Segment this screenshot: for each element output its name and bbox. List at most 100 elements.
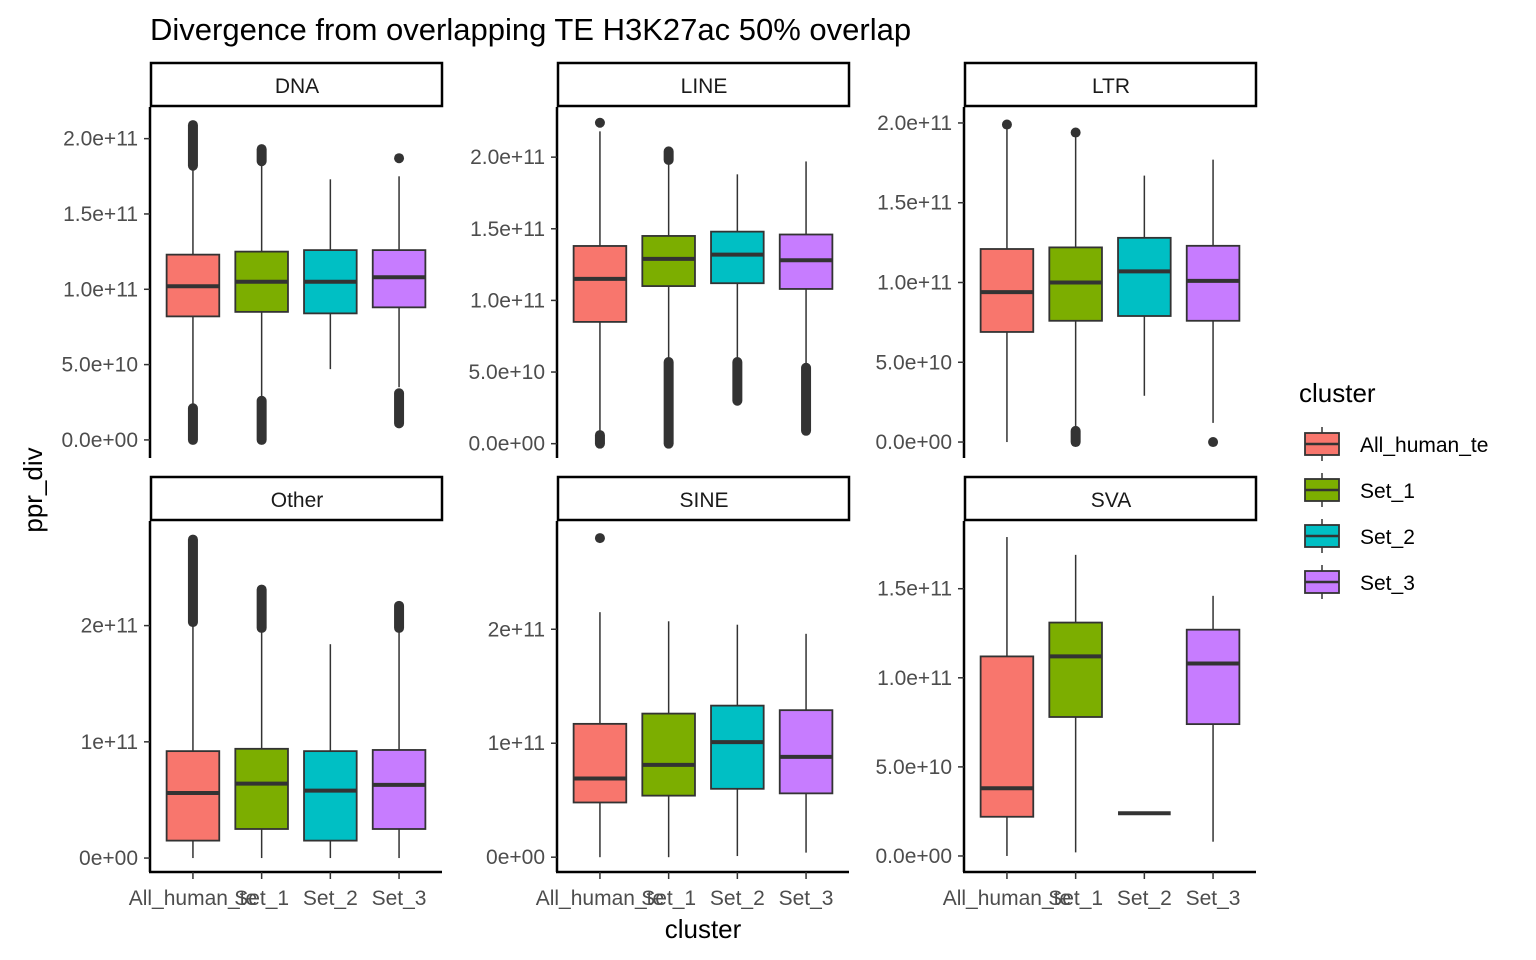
y-tick-label: 1.0e+11 bbox=[877, 272, 952, 295]
facet-panel-dna: DNA 0.0e+00 5.0e+10 1.0e+11 1.5e+11 2.0e+11 bbox=[62, 61, 444, 458]
outliers-high bbox=[256, 144, 267, 167]
y-tick-label: 1.5e+11 bbox=[470, 218, 545, 241]
box-iqr bbox=[1117, 236, 1172, 317]
box-iqr bbox=[979, 655, 1035, 818]
box-iqr bbox=[710, 230, 765, 285]
x-tick-label: Set_1 bbox=[641, 887, 696, 910]
box-all_human_te bbox=[572, 117, 628, 449]
y-tick-label: 1.5e+11 bbox=[877, 192, 952, 215]
box-set_2 bbox=[710, 174, 765, 406]
x-axis-title: cluster bbox=[665, 914, 742, 944]
x-tick-label: All_human_te bbox=[943, 887, 1071, 910]
box-set_2 bbox=[303, 644, 358, 859]
box-iqr bbox=[710, 704, 765, 790]
y-tick-label: 2.0e+11 bbox=[470, 146, 545, 169]
outliers-high bbox=[187, 120, 198, 171]
facet-panels: DNA0.0e+005.0e+101.0e+111.5e+112.0e+11LI… bbox=[62, 61, 1258, 910]
box-set_2 bbox=[1117, 175, 1172, 396]
chart-title: Divergence from overlapping TE H3K27ac 5… bbox=[150, 12, 911, 47]
y-tick-label: 1.5e+11 bbox=[877, 578, 952, 601]
y-tick-label: 2e+11 bbox=[81, 615, 138, 638]
box-set_1 bbox=[1048, 127, 1103, 448]
box-set_2 bbox=[303, 179, 358, 370]
y-tick-label: 1.0e+11 bbox=[63, 278, 138, 301]
outliers-low bbox=[732, 357, 743, 406]
x-tick-label: Set_2 bbox=[1117, 887, 1172, 910]
box-set_1 bbox=[234, 144, 289, 445]
box-set_3 bbox=[1185, 595, 1241, 842]
box-iqr bbox=[234, 747, 289, 830]
y-tick-label: 0e+00 bbox=[79, 847, 138, 870]
box-all_human_te bbox=[979, 537, 1035, 856]
y-tick-label: 1.0e+11 bbox=[470, 289, 545, 312]
y-tick-label: 0.0e+00 bbox=[876, 431, 953, 454]
facet-panel-ltr: LTR 0.0e+00 5.0e+10 1.0e+11 1.5e+11 2.0e+11 bbox=[876, 61, 1258, 458]
legend-item-set_1: Set_1 bbox=[1304, 473, 1415, 507]
box-set_3 bbox=[1185, 159, 1241, 448]
facet-strip-label: DNA bbox=[275, 75, 319, 98]
outliers-low bbox=[187, 403, 198, 445]
y-tick-label: 5.0e+10 bbox=[62, 354, 139, 377]
box-iqr bbox=[303, 750, 358, 842]
box-set_1 bbox=[234, 584, 289, 859]
outliers-low bbox=[663, 357, 674, 449]
x-tick-label: Set_3 bbox=[1186, 887, 1241, 910]
box-all_human_te bbox=[165, 120, 221, 445]
legend: cluster All_human_te Set_1 Set_2 Set_3 bbox=[1299, 378, 1488, 599]
box-set_1 bbox=[1048, 554, 1103, 853]
box-set_3 bbox=[778, 633, 834, 853]
box-all_human_te bbox=[572, 533, 628, 858]
box-iqr bbox=[371, 749, 427, 830]
x-tick-label: Set_1 bbox=[1048, 887, 1103, 910]
box-set_3 bbox=[778, 161, 834, 436]
x-tick-label: Set_2 bbox=[303, 887, 358, 910]
facet-strip bbox=[556, 475, 851, 522]
legend-item-set_3: Set_3 bbox=[1304, 565, 1415, 599]
legend-label: All_human_te bbox=[1360, 434, 1488, 457]
box-iqr bbox=[1048, 621, 1103, 718]
x-tick-label: Set_1 bbox=[234, 887, 289, 910]
box-set_3 bbox=[371, 600, 427, 859]
legend-title: cluster bbox=[1299, 378, 1376, 408]
outliers-low bbox=[801, 362, 812, 436]
box-set_2 bbox=[710, 624, 765, 857]
facet-strip-label: Other bbox=[271, 489, 324, 512]
y-tick-label: 2e+11 bbox=[488, 618, 545, 641]
box-all_human_te bbox=[165, 534, 221, 859]
legend-label: Set_1 bbox=[1360, 480, 1415, 503]
facet-panel-sva: SVA 0.0e+00 5.0e+10 1.0e+11 1.5e+11 All_human… bbox=[876, 475, 1258, 910]
y-tick-label: 1.0e+11 bbox=[877, 667, 952, 690]
legend-label: Set_3 bbox=[1360, 572, 1415, 595]
y-tick-label: 0.0e+00 bbox=[469, 433, 546, 456]
outliers-high bbox=[187, 534, 198, 628]
x-tick-label: Set_3 bbox=[372, 887, 427, 910]
box-iqr bbox=[778, 709, 834, 795]
facet-strip bbox=[149, 61, 444, 108]
box-iqr bbox=[1185, 244, 1241, 322]
box-all_human_te bbox=[979, 119, 1035, 443]
facet-strip bbox=[556, 61, 851, 108]
legend-item-set_2: Set_2 bbox=[1304, 519, 1415, 553]
box-set_3 bbox=[371, 153, 427, 429]
box-iqr bbox=[572, 245, 628, 323]
y-tick-label: 1.5e+11 bbox=[63, 203, 138, 226]
y-tick-label: 5.0e+10 bbox=[876, 756, 953, 779]
legend-item-all_human_te: All_human_te bbox=[1304, 427, 1488, 461]
box-set_1 bbox=[641, 621, 696, 858]
outliers-high bbox=[1001, 119, 1012, 130]
legend-label: Set_2 bbox=[1360, 526, 1415, 549]
outliers-high bbox=[594, 533, 605, 544]
outliers-high bbox=[1070, 127, 1081, 138]
y-tick-label: 1e+11 bbox=[81, 731, 138, 754]
facet-strip bbox=[963, 475, 1258, 522]
x-tick-label: All_human_te bbox=[536, 887, 664, 910]
facet-strip-label: SVA bbox=[1091, 489, 1131, 512]
box-iqr bbox=[641, 235, 696, 287]
facet-strip bbox=[149, 475, 444, 522]
y-tick-label: 1e+11 bbox=[488, 732, 545, 755]
box-iqr bbox=[641, 712, 696, 797]
outliers-high bbox=[594, 117, 605, 128]
outliers-low bbox=[394, 388, 405, 429]
x-tick-label: Set_2 bbox=[710, 887, 765, 910]
